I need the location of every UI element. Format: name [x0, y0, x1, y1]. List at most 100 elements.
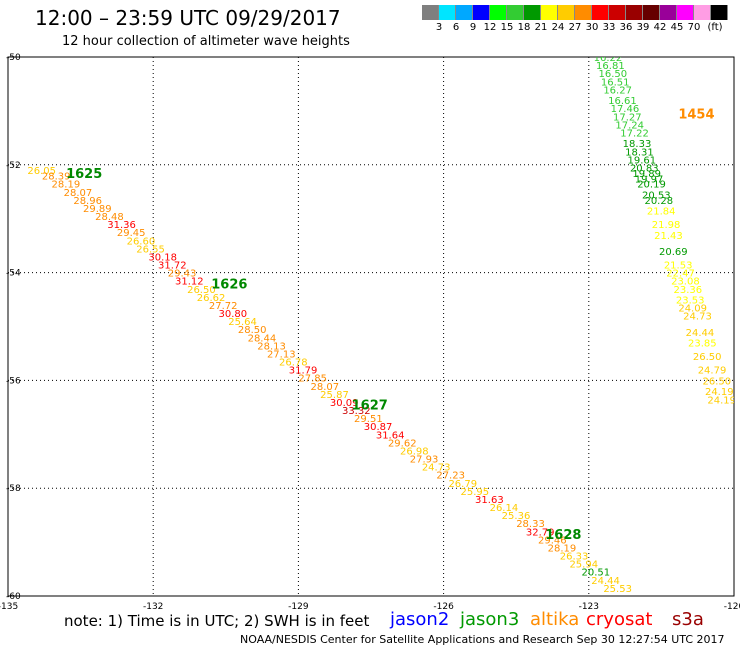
color-swatch — [609, 5, 626, 20]
swh-value-label: 29.51 — [354, 414, 383, 425]
swh-value-label: 18.33 — [623, 139, 652, 150]
color-legend-label: 9 — [469, 22, 477, 33]
swh-value-label: 28.19 — [52, 180, 81, 191]
swh-value-label: 26.50 — [693, 352, 722, 363]
swh-value-label: 19.89 — [632, 169, 661, 180]
color-legend-label: 3 — [435, 22, 443, 33]
mission-label-altika: altika — [530, 609, 580, 630]
swh-value-label: 25.53 — [603, 584, 632, 595]
swh-value-label: 16.61 — [608, 96, 637, 107]
swh-value-label: 16.27 — [603, 85, 632, 96]
swh-value-label: 26.50 — [703, 376, 732, 387]
page-title: 12:00 – 23:59 UTC 09/29/2017 — [35, 6, 341, 30]
swh-value-label: 21.98 — [652, 220, 681, 231]
color-swatch — [575, 5, 592, 20]
y-tick-label: -52 — [6, 161, 21, 171]
swh-value-label: 31.63 — [475, 495, 504, 506]
color-swatch — [558, 5, 575, 20]
swh-value-label: 23.08 — [671, 277, 700, 288]
swh-value-label: 24.44 — [686, 328, 715, 339]
color-legend-label: 70 — [687, 22, 701, 33]
swh-value-label: 26.33 — [560, 552, 589, 563]
swh-value-label: 28.48 — [95, 212, 124, 223]
swh-value-label: 28.13 — [257, 341, 286, 352]
mission-label-jason3: jason3 — [460, 609, 520, 630]
swh-value-label: 25.64 — [228, 317, 257, 328]
swh-value-label: 26.79 — [448, 479, 477, 490]
swh-value-label: 32.79 — [526, 527, 555, 538]
swh-value-label: 24.79 — [698, 366, 727, 377]
x-tick-label: -120 — [724, 602, 740, 612]
color-swatch — [439, 5, 456, 20]
swh-value-label: 27.72 — [209, 301, 238, 312]
swh-value-label: 28.44 — [248, 333, 277, 344]
color-swatch — [626, 5, 643, 20]
swh-value-label: 26.14 — [490, 503, 519, 514]
pass-id-label: 1628 — [545, 528, 581, 543]
swh-value-label: 33.32 — [342, 406, 371, 417]
mission-label-cryosat: cryosat — [586, 609, 653, 630]
swh-value-label: 20.28 — [644, 196, 673, 207]
pass-id-label: 1627 — [352, 399, 388, 414]
mission-label-jason2: jason2 — [390, 609, 450, 630]
color-legend-label: 30 — [585, 22, 599, 33]
swh-value-label: 31.79 — [289, 366, 318, 377]
color-legend-label: 24 — [551, 22, 565, 33]
swh-value-label: 31.12 — [175, 277, 204, 288]
swh-value-label: 24.73 — [683, 312, 712, 323]
swh-value-label: 21.53 — [664, 261, 693, 272]
y-tick-label: -54 — [6, 269, 21, 279]
pass-id-label: 1455 — [736, 299, 740, 314]
color-swatch — [677, 5, 694, 20]
color-legend-label: 39 — [636, 22, 650, 33]
color-swatch — [711, 5, 728, 20]
swh-value-label: 26.78 — [279, 358, 308, 369]
color-legend-label: 15 — [500, 22, 514, 33]
swh-value-label: 17.27 — [613, 112, 642, 123]
swh-value-label: 20.69 — [659, 247, 688, 258]
swh-value-label: 31.36 — [107, 220, 136, 231]
swh-value-label: 27.23 — [436, 471, 465, 482]
swh-value-label: 16.22 — [594, 53, 623, 64]
swh-value-label: 28.19 — [548, 543, 577, 554]
swh-value-label: 29.89 — [83, 204, 112, 215]
color-swatch — [541, 5, 558, 20]
color-swatch — [592, 5, 609, 20]
swh-value-label: 23.36 — [674, 285, 703, 296]
pass-id-label: 1454 — [678, 108, 714, 123]
y-tick-label: -58 — [6, 484, 21, 494]
swh-value-label: 19.97 — [635, 174, 664, 185]
y-tick-label: -50 — [6, 53, 21, 63]
swh-value-label: 21.43 — [654, 231, 683, 242]
swh-value-label: 27.93 — [410, 455, 439, 466]
color-legend-label: 12 — [483, 22, 497, 33]
swh-value-label: 18.31 — [625, 147, 654, 158]
x-tick-label: -123 — [579, 602, 599, 612]
color-swatch — [456, 5, 473, 20]
swh-value-label: 17.46 — [611, 104, 640, 115]
page-subtitle: 12 hour collection of altimeter wave hei… — [62, 34, 350, 49]
swh-value-label: 25.87 — [320, 390, 349, 401]
x-tick-label: -132 — [143, 602, 163, 612]
swh-value-label: 26.60 — [127, 236, 156, 247]
swh-value-label: 26.55 — [136, 244, 165, 255]
swh-value-label: 24.44 — [591, 576, 620, 587]
swh-value-label: 24.09 — [678, 304, 707, 315]
swh-value-label: 30.80 — [219, 309, 248, 320]
swh-value-label: 26.62 — [197, 293, 226, 304]
y-tick-label: -60 — [6, 592, 21, 602]
color-legend-label: 6 — [452, 22, 460, 33]
swh-value-label: 24.19 — [707, 395, 736, 406]
swh-value-label: 24.73 — [422, 463, 451, 474]
x-tick-label: -126 — [433, 602, 454, 612]
swh-value-label: 28.33 — [516, 519, 545, 530]
swh-value-label: 20.19 — [637, 180, 666, 191]
color-swatch — [422, 5, 439, 20]
swh-value-label: 28.07 — [311, 382, 340, 393]
swh-value-label: 28.96 — [73, 196, 102, 207]
color-swatch — [694, 5, 711, 20]
mission-label-s3a: s3a — [672, 609, 704, 630]
color-legend-label: 33 — [602, 22, 616, 33]
swh-value-label: 16.50 — [598, 69, 627, 80]
color-legend-label: 27 — [568, 22, 582, 33]
